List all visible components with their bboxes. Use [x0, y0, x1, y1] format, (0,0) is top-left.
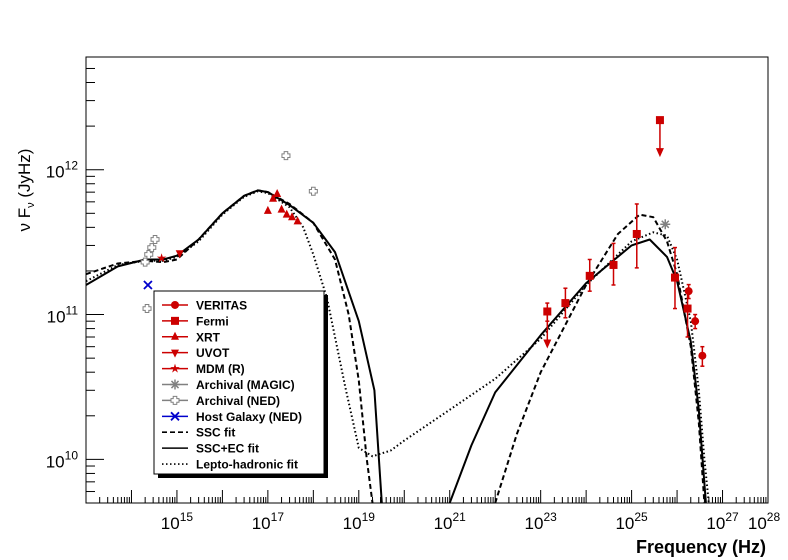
- point-fermi-7: [683, 304, 692, 313]
- point-fermi-0-ul-arrow: [543, 339, 552, 349]
- legend-label-ssc-ec-fit: SSC+EC fit: [196, 442, 259, 456]
- point-fermi-3: [609, 260, 618, 269]
- point-fermi-5-ul-arrow: [655, 148, 664, 158]
- point-archival-ned--2: [147, 243, 157, 253]
- y-tick-label-2: 1012: [46, 159, 79, 182]
- plot-area-border: [85, 56, 769, 504]
- point-archival-ned--7: [308, 186, 318, 196]
- point-fermi-4: [632, 229, 641, 238]
- point-archival-ned--4: [142, 304, 152, 314]
- legend-label-archival-ned-: Archival (NED): [196, 394, 280, 408]
- point-veritas-1: [691, 317, 700, 326]
- y-axis-label: ν Fν (JyHz): [15, 149, 37, 232]
- legend-label-ssc-fit: SSC fit: [196, 426, 235, 440]
- point-fermi-0: [543, 307, 552, 316]
- point-xrt-1: [269, 193, 278, 202]
- point-veritas-2: [698, 351, 707, 360]
- x-tick-label-1: 1017: [252, 510, 285, 533]
- point-xrt-0: [263, 205, 272, 214]
- point-archival-ned--3: [150, 234, 160, 244]
- y-tick-label-1: 1011: [47, 304, 79, 327]
- model-curve-3: [448, 238, 707, 503]
- x-axis-label: Frequency (Hz): [636, 537, 766, 557]
- point-archival-magic--0: [660, 219, 671, 230]
- x-tick-label-6: 1027: [706, 510, 739, 533]
- legend-marker-veritas: [171, 300, 179, 309]
- legend-marker-archival-magic-: [170, 379, 180, 390]
- legend-label-host-galaxy-ned-: Host Galaxy (NED): [196, 410, 302, 424]
- point-fermi-6: [670, 273, 679, 282]
- legend-label-archival-magic-: Archival (MAGIC): [196, 378, 295, 392]
- point-xrt-6: [293, 216, 302, 225]
- point-uvot-0: [175, 250, 184, 259]
- legend-marker-mdm-r-: [170, 363, 180, 373]
- point-archival-ned--6: [281, 151, 291, 161]
- legend-label-veritas: VERITAS: [196, 298, 247, 312]
- model-curve-2: [86, 190, 710, 503]
- point-xrt-5: [288, 212, 297, 221]
- x-tick-label-0: 1015: [161, 510, 194, 533]
- legend-label-fermi: Fermi: [196, 314, 229, 328]
- x-tick-label-3: 1021: [434, 510, 467, 533]
- legend-label-mdm-r-: MDM (R): [196, 362, 245, 376]
- y-tick-label-0: 1010: [46, 448, 79, 471]
- legend-marker-archival-ned-: [170, 395, 180, 405]
- x-tick-label-7: 1028: [748, 510, 781, 533]
- x-tick-label-5: 1025: [615, 510, 648, 533]
- point-mdm-r--0: [156, 253, 167, 263]
- legend-marker-host-galaxy-ned-: [170, 411, 180, 421]
- point-fermi-2: [585, 271, 594, 280]
- point-fermi-5: [655, 116, 664, 125]
- legend-label-uvot: UVOT: [196, 346, 230, 360]
- legend-marker-fermi: [171, 316, 179, 325]
- legend-marker-xrt: [171, 331, 179, 340]
- point-archival-ned--1: [144, 249, 154, 259]
- point-fermi-1: [561, 299, 570, 308]
- point-xrt-2: [273, 188, 282, 197]
- point-archival-ned--0: [140, 257, 150, 267]
- x-tick-label-4: 1023: [525, 510, 558, 533]
- legend-label-lepto-hadronic-fit: Lepto-hadronic fit: [196, 458, 298, 472]
- axes: 1015 1017 1019 1021 1023 1025 1027 1028 1010 1011…: [15, 67, 781, 557]
- point-xrt-4: [282, 209, 291, 218]
- model-curve-4: [494, 213, 706, 503]
- model-curve-1: [86, 189, 383, 503]
- legend-label-xrt: XRT: [196, 330, 221, 344]
- data-points: [140, 116, 707, 367]
- model-curves: [86, 189, 710, 503]
- point-host-galaxy-ned--0: [143, 280, 153, 290]
- legend-marker-uvot: [171, 349, 179, 358]
- x-tick-label-2: 1019: [343, 510, 376, 533]
- plot-frame: [85, 56, 769, 504]
- legend: VERITAS Fermi XRT UVOT MDM (R) Archival (MAGI…: [153, 290, 328, 478]
- point-xrt-3: [277, 204, 286, 213]
